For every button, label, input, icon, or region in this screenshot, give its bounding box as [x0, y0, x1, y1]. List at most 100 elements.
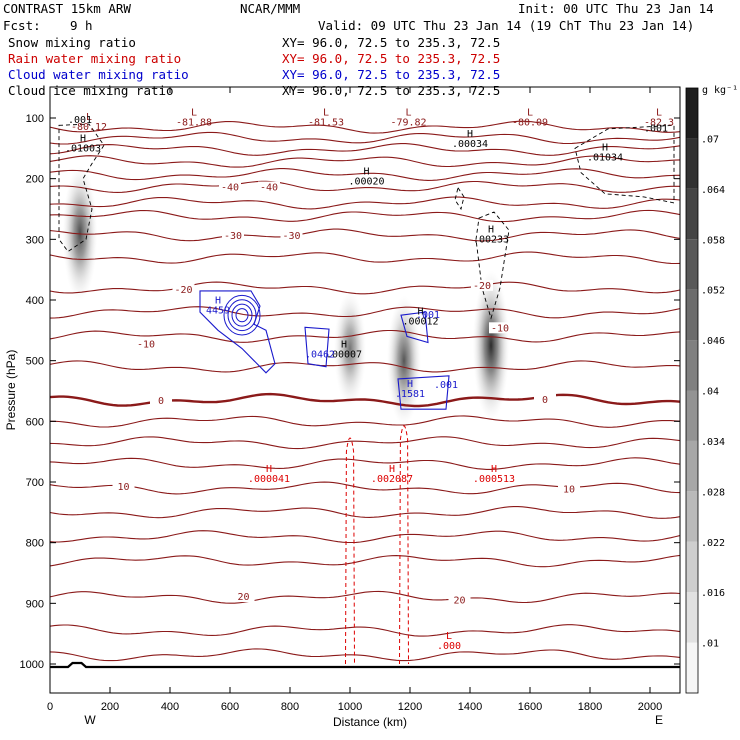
extremum-value: .01003 [65, 143, 101, 154]
field-legend: Snow mixing ratio XY= 96.0, 72.5 to 235.3… [8, 35, 500, 98]
temperature-label: 0 [158, 396, 164, 407]
temperature-label: -10 [491, 323, 509, 334]
temperature-label-bg [222, 230, 244, 242]
colorbar-label: .046 [701, 336, 725, 347]
legend-field-xy: XY= 96.0, 72.5 to 235.3, 72.5 [282, 35, 500, 50]
colorbar-frame [685, 87, 699, 694]
extremum-value: .002087 [371, 474, 413, 485]
cloud-water-contour [199, 290, 276, 374]
extremum-marker: L [527, 107, 533, 118]
y-tick-label: 1000 [20, 659, 44, 671]
extremum-marker: H [363, 167, 369, 178]
temperature-label-bg [489, 322, 511, 334]
snow-shading [62, 165, 510, 426]
y-tick-label: 500 [26, 356, 44, 368]
extremum-marker: L [446, 631, 452, 642]
extremum-value: .00007 [326, 350, 362, 361]
legend-field-name: Rain water mixing ratio [8, 51, 181, 66]
legend-field-xy: XY= 96.0, 72.5 to 235.3, 72.5 [282, 67, 500, 82]
temperature-label: 10 [563, 485, 575, 496]
x-axis-label: Distance (km) [333, 715, 407, 729]
x-tick-label: 1200 [398, 701, 422, 713]
temperature-contour [50, 624, 680, 637]
extremum-marker: L [86, 112, 92, 123]
extremum-value: .000041 [248, 474, 290, 485]
temperature-contour [50, 180, 680, 193]
y-tick-label: 800 [26, 538, 44, 550]
temperature-contour [50, 481, 680, 495]
plot-frame [49, 86, 681, 694]
x-tick-label: 1800 [578, 701, 602, 713]
temperature-label: -10 [137, 340, 155, 351]
temperature-contour [50, 329, 680, 343]
colorbar-label: .064 [701, 185, 725, 196]
extremum-marker: H [266, 464, 272, 475]
extremum-value: -81.88 [176, 117, 212, 128]
extremum-marker: H [389, 464, 395, 475]
extremum-value: .00034 [452, 139, 488, 150]
surface-line [50, 661, 680, 669]
temperature-contour [50, 590, 680, 604]
temperature-label: -20 [174, 285, 192, 296]
colorbar-label: .052 [701, 286, 725, 297]
temperature-label: -40 [221, 183, 239, 194]
temperature-label: -20 [473, 281, 491, 292]
colorbar-segment [686, 390, 698, 441]
x-tick-label: 2000 [638, 701, 662, 713]
extremum-value: -80.12 [71, 122, 107, 133]
colorbar-segment [686, 491, 698, 542]
extremum-value: -82.3 [644, 117, 674, 128]
temperature-contour [50, 131, 680, 145]
y-tick-label: 300 [26, 234, 44, 246]
temperature-contour [50, 306, 680, 319]
valid-time: Valid: 09 UTC Thu 23 Jan 14 (19 ChT Thu … [318, 18, 694, 33]
temperature-contour [50, 436, 680, 450]
colorbar-label: .016 [701, 588, 725, 599]
temperature-contour [50, 228, 680, 242]
snow-blob [472, 270, 510, 421]
y-tick-label: 200 [26, 174, 44, 186]
forecast-hour: 9 h [70, 18, 93, 33]
west-label: W [84, 713, 96, 727]
colorbar-label: .028 [701, 487, 725, 498]
snow-blob [387, 295, 421, 426]
extremum-marker: H [491, 464, 497, 475]
cloud-water-contour [223, 294, 261, 336]
y-axis-label: Pressure (hPa) [4, 350, 18, 431]
temperature-contour [50, 281, 680, 295]
cloud-water-contour [231, 303, 253, 327]
x-tick-label: 1400 [458, 701, 482, 713]
colorbar-segment [686, 592, 698, 643]
temperature-label-bg [448, 594, 471, 606]
temperature-label-bg [258, 181, 280, 193]
temperature-label: -30 [282, 231, 300, 242]
temperature-label: -30 [224, 231, 242, 242]
temperature-contour [50, 554, 680, 568]
temperature-contour [50, 196, 680, 210]
extremum-marker: L [656, 107, 662, 118]
extremum-marker: L [191, 107, 197, 118]
colorbar-label: .01 [701, 639, 719, 650]
legend-field-name: Cloud water mixing ratio [8, 67, 189, 82]
colorbar-segment [686, 138, 698, 189]
x-tick-label: 400 [161, 701, 179, 713]
y-tick-label: 400 [26, 295, 44, 307]
extremum-value: .00020 [348, 177, 384, 188]
cloud-water-contour [400, 311, 429, 344]
colorbar-unit: g kg⁻¹ [702, 85, 738, 96]
snow-blob [333, 291, 367, 407]
temperature-contour [50, 506, 680, 519]
colorbar-label: .04 [701, 387, 719, 398]
temperature-label-bg [135, 338, 157, 350]
cloud-water-contour [304, 326, 330, 368]
legend-field-xy: XY= 96.0, 72.5 to 235.3, 72.5 [282, 83, 500, 98]
x-tick-label: 1600 [518, 701, 542, 713]
temperature-label-bg [172, 284, 195, 296]
temperature-label-bg [280, 230, 303, 242]
snow-blob [62, 165, 98, 301]
x-tick-label: 0 [47, 701, 53, 713]
y-tick-label: 600 [26, 416, 44, 428]
extremum-value: .001 [644, 123, 668, 134]
extremum-value: -80.09 [512, 117, 548, 128]
extremum-value: .001 [68, 115, 92, 126]
